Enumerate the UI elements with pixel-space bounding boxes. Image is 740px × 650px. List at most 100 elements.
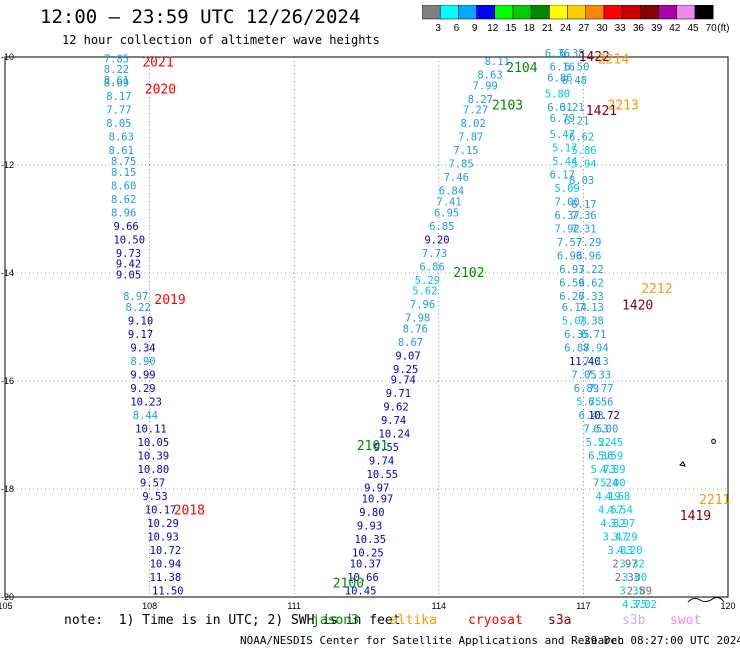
swh-value: 8.05 <box>106 118 131 130</box>
pass-label: 2104 <box>506 61 537 76</box>
swh-value: 3.47 <box>603 531 628 543</box>
legend-tick: 33 <box>615 23 627 34</box>
swh-value: 7.92 <box>554 224 579 236</box>
swh-value: 4.68 <box>605 491 630 503</box>
swh-value: 3.32 <box>620 558 645 570</box>
swh-value: 7.85 <box>448 159 473 171</box>
swh-value: 7.13 <box>579 302 604 314</box>
swh-value: 5.22 <box>586 437 611 449</box>
swh-value: 6.17 <box>571 199 596 211</box>
y-tick-label: -14 <box>1 268 14 278</box>
y-tick-label: -20 <box>1 592 14 602</box>
swh-value: 8.02 <box>460 118 485 130</box>
satellite-s3a: s3a <box>548 613 572 628</box>
timestamp-text: 29 Dec 08:27:00 UTC 2024 <box>584 634 740 647</box>
legend-tick: 45 <box>687 23 699 34</box>
swh-value: 7.41 <box>436 197 461 209</box>
pass-label: 1422 <box>579 50 610 65</box>
swh-value: 4.89 <box>600 464 625 476</box>
x-tick-label: 120 <box>720 601 735 611</box>
x-tick-label: 108 <box>142 601 157 611</box>
pass-label: 2211 <box>699 493 730 508</box>
y-tick-label: -10 <box>1 52 14 62</box>
pass-label: 2018 <box>174 504 205 519</box>
swh-value: 6.62 <box>579 278 604 290</box>
swh-value: 10.45 <box>345 585 377 597</box>
swh-value: 6.36 <box>588 450 613 462</box>
swh-value: 9.74 <box>381 415 406 427</box>
swh-value: 9.55 <box>374 442 399 454</box>
swh-value: 7.05 <box>571 369 596 381</box>
swh-value: 9.25 <box>393 364 418 376</box>
swh-value: 7.24 <box>593 477 618 489</box>
swh-value: 7.36 <box>571 210 596 222</box>
swh-value: 4.75 <box>622 599 647 611</box>
legend-tick: 70 <box>706 23 718 34</box>
swh-value: 7.27 <box>463 105 488 117</box>
swh-value: 10.37 <box>350 558 382 570</box>
swh-value: 7.77 <box>588 383 613 395</box>
swh-value: 9.07 <box>395 350 420 362</box>
swh-value: 6.89 <box>574 383 599 395</box>
swh-value: 8.97 <box>123 291 148 303</box>
swh-value: 8.27 <box>468 94 493 106</box>
swh-value: 7.29 <box>576 237 601 249</box>
legend-tick: 9 <box>472 23 478 34</box>
swh-value: 7.33 <box>586 369 611 381</box>
swh-value: 7.13 <box>583 356 608 368</box>
legend-tick: (ft) <box>717 23 729 34</box>
swh-value: 6.59 <box>559 278 584 290</box>
swh-value: 4.82 <box>600 518 625 530</box>
swh-value: 6.84 <box>439 186 464 198</box>
swh-value: 9.99 <box>130 369 155 381</box>
swh-value: 5.03 <box>562 315 587 327</box>
swh-value: 11.38 <box>150 572 182 584</box>
swh-value: 3.02 <box>632 599 657 611</box>
swh-value: 8.63 <box>477 70 502 82</box>
color-legend: 3 6 9 12 15 18 21 24 27 30 33 36 39 42 45 70 (ft) <box>422 5 730 34</box>
pass-label: 2101 <box>357 439 388 454</box>
swh-value: 9.17 <box>128 329 153 341</box>
swh-value: 5.73 <box>591 464 616 476</box>
plot-frame <box>4 56 729 598</box>
swh-value: 8.67 <box>398 337 423 349</box>
swh-value: 6.37 <box>554 210 579 222</box>
swh-value: 10.97 <box>362 494 394 506</box>
swh-value: 7.57 <box>557 237 582 249</box>
swh-value: 10.05 <box>138 437 170 449</box>
swh-value: 8.15 <box>111 167 136 179</box>
swh-value: 9.97 <box>364 483 389 495</box>
swh-value: 9.71 <box>386 388 411 400</box>
swh-value: 10.80 <box>138 464 170 476</box>
swh-value: 9.73 <box>116 248 141 260</box>
swh-value: 9.62 <box>383 402 408 414</box>
legend-tick: 27 <box>578 23 590 34</box>
page-subtitle: 12 hour collection of altimeter wave hei… <box>62 33 380 47</box>
pass-label: 2019 <box>154 293 185 308</box>
swh-value: 8.61 <box>104 75 129 87</box>
swh-value: 5.86 <box>571 145 596 157</box>
swh-value: 9.05 <box>116 269 141 281</box>
y-tick-label: -12 <box>1 160 14 170</box>
x-tick-label: 105 <box>0 601 13 611</box>
legend-tick: 21 <box>542 23 554 34</box>
swh-value: 6.71 <box>581 329 606 341</box>
pass-label: 2103 <box>492 99 523 114</box>
swh-value: 10.93 <box>147 531 179 543</box>
swh-value: 6.88 <box>564 342 589 354</box>
swh-value: 5.47 <box>550 129 575 141</box>
swh-value: 7.00 <box>554 197 579 209</box>
swh-value: 10.72 <box>588 410 620 422</box>
legend-tick: 15 <box>505 23 517 34</box>
swh-value: 9.74 <box>391 375 416 387</box>
swh-value: 10.66 <box>347 572 379 584</box>
swh-value: 7.46 <box>444 172 469 184</box>
swh-value: 7.38 <box>579 315 604 327</box>
swh-value: 7.73 <box>422 248 447 260</box>
swh-value: 10.72 <box>150 545 182 557</box>
swh-value: 5.45 <box>598 437 623 449</box>
swh-value: 11.40 <box>569 356 601 368</box>
footnote: note: 1) Time is in UTC; 2) SWH is in fe… <box>64 613 401 628</box>
swh-value: 7.99 <box>473 80 498 92</box>
swh-value: 8.44 <box>133 410 158 422</box>
